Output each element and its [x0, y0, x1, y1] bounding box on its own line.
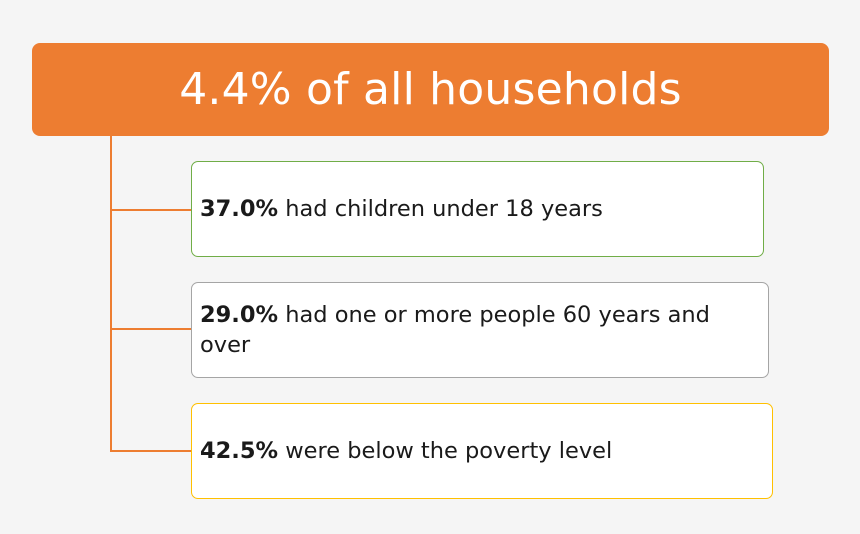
- connector-trunk: [110, 136, 112, 452]
- stat-box-children: 37.0% had children under 18 years: [191, 161, 764, 257]
- stat-value: 29.0%: [200, 302, 279, 328]
- header-banner: 4.4% of all households: [32, 43, 829, 136]
- stat-description: had one or more people 60 years and over: [200, 302, 710, 358]
- stat-value: 42.5%: [200, 438, 279, 464]
- connector-branch-1: [110, 209, 192, 211]
- stat-box-poverty: 42.5% were below the poverty level: [191, 403, 773, 499]
- connector-branch-3: [110, 450, 192, 452]
- stat-description: were below the poverty level: [278, 438, 613, 464]
- connector-branch-2: [110, 328, 192, 330]
- header-title: 4.4% of all households: [179, 63, 682, 115]
- stat-description: had children under 18 years: [278, 196, 603, 222]
- stat-text: 37.0% had children under 18 years: [200, 194, 603, 224]
- stat-text: 42.5% were below the poverty level: [200, 436, 612, 466]
- stat-box-elderly: 29.0% had one or more people 60 years an…: [191, 282, 769, 378]
- stat-text: 29.0% had one or more people 60 years an…: [200, 300, 758, 360]
- stat-value: 37.0%: [200, 196, 279, 222]
